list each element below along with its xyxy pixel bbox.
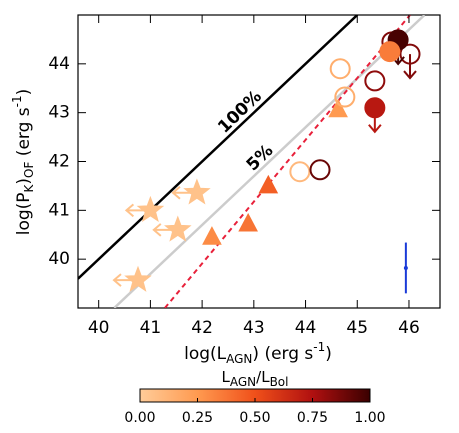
star-point bbox=[124, 265, 152, 292]
triangle-point bbox=[328, 98, 348, 118]
circle-point bbox=[379, 41, 401, 63]
y-tick-label: 40 bbox=[48, 249, 70, 269]
x-tick-label: 44 bbox=[295, 318, 317, 338]
star-point bbox=[136, 195, 165, 223]
reference-line bbox=[78, 15, 359, 280]
y-tick-label: 43 bbox=[48, 103, 70, 123]
circle-point bbox=[309, 159, 331, 181]
x-axis-label: log(LAGN) (erg s-1) bbox=[184, 340, 332, 366]
x-tick-label: 41 bbox=[140, 318, 162, 338]
reference-line bbox=[113, 15, 426, 308]
reference-line bbox=[164, 15, 411, 308]
star-point bbox=[183, 178, 211, 205]
colorbar-tick-label: 0.25 bbox=[182, 410, 213, 426]
x-tick-label: 42 bbox=[191, 318, 213, 338]
x-tick-label: 46 bbox=[398, 318, 420, 338]
circle-point bbox=[364, 97, 386, 119]
y-tick-label: 44 bbox=[48, 54, 70, 74]
circle-point bbox=[329, 58, 351, 80]
triangle-point bbox=[258, 174, 279, 194]
y-tick-label: 42 bbox=[48, 152, 70, 172]
circle-point bbox=[289, 161, 311, 183]
x-tick-label: 40 bbox=[88, 318, 110, 338]
y-axis-label: log(PK)OF (erg s-1) bbox=[10, 89, 36, 236]
annotation: 100% bbox=[214, 87, 266, 138]
x-tick-label: 45 bbox=[346, 318, 368, 338]
triangle-point bbox=[238, 212, 258, 232]
colorbar-label: LAGN/LBol bbox=[222, 368, 289, 389]
circle-point bbox=[399, 43, 421, 65]
star-point bbox=[164, 215, 192, 242]
x-tick-label: 43 bbox=[243, 318, 265, 338]
annotation: 5% bbox=[243, 141, 278, 175]
circle-point bbox=[334, 86, 356, 108]
y-tick-label: 41 bbox=[48, 200, 70, 220]
error-point bbox=[403, 265, 408, 270]
colorbar-tick-label: 0.50 bbox=[239, 410, 270, 426]
limit-arrow bbox=[403, 54, 417, 80]
triangle-point bbox=[202, 226, 222, 245]
colorbar-tick-label: 0.00 bbox=[124, 410, 155, 426]
colorbar-tick-label: 1.00 bbox=[354, 410, 385, 426]
reference-lines bbox=[78, 15, 426, 308]
colorbar-tick-label: 0.75 bbox=[297, 410, 328, 426]
circle-point bbox=[364, 70, 386, 92]
